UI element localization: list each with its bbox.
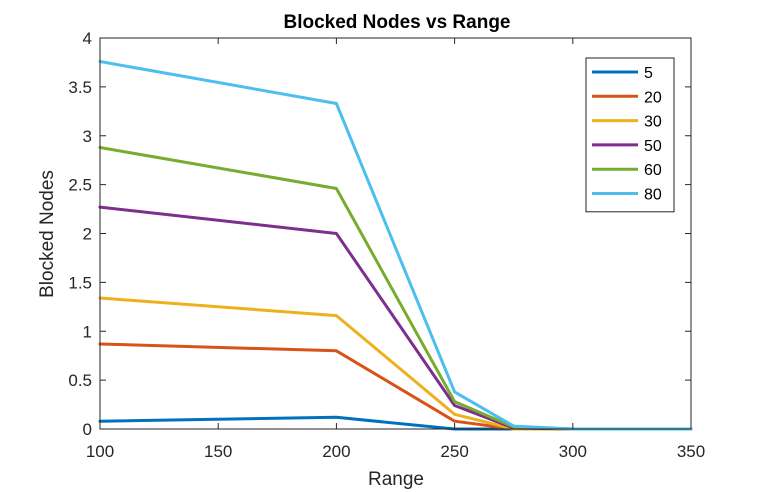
y-tick-label: 0 bbox=[83, 420, 92, 439]
legend: 5 20 30 50 60 80 bbox=[585, 57, 675, 213]
series-line-50 bbox=[98, 205, 693, 431]
series-line-20 bbox=[98, 342, 693, 431]
legend-label-60: 60 bbox=[644, 162, 662, 179]
y-tick-label: 0.5 bbox=[68, 371, 92, 390]
y-tick-label: 3.5 bbox=[68, 78, 92, 97]
x-tick-label: 200 bbox=[322, 442, 350, 461]
legend-label-5: 5 bbox=[644, 65, 653, 82]
y-tick-label: 3 bbox=[83, 127, 92, 146]
legend-label-30: 30 bbox=[644, 114, 662, 131]
y-axis-label: Blocked Nodes bbox=[37, 170, 58, 298]
x-tick-label: 150 bbox=[204, 442, 232, 461]
y-tick-label: 4 bbox=[83, 29, 92, 48]
x-tick-label: 100 bbox=[86, 442, 114, 461]
y-tick-label: 2.5 bbox=[68, 176, 92, 195]
x-tick-label: 300 bbox=[559, 442, 587, 461]
x-tick-label: 350 bbox=[677, 442, 705, 461]
y-tick-label: 2 bbox=[83, 225, 92, 244]
y-tick-label: 1 bbox=[83, 322, 92, 341]
legend-label-20: 20 bbox=[644, 89, 662, 106]
x-tick-label: 250 bbox=[440, 442, 468, 461]
legend-label-80: 80 bbox=[644, 187, 662, 204]
series-line-5 bbox=[98, 415, 693, 431]
y-tick-label: 1.5 bbox=[68, 273, 92, 292]
x-axis-label: Range bbox=[368, 469, 424, 490]
legend-label-50: 50 bbox=[644, 138, 662, 155]
chart-title: Blocked Nodes vs Range bbox=[283, 12, 510, 33]
tick-layer: 100 150 200 250 300 350 0 0.5 1 1.5 2 2.5 3 3.5 4 bbox=[68, 29, 705, 461]
legend-box bbox=[585, 57, 675, 213]
